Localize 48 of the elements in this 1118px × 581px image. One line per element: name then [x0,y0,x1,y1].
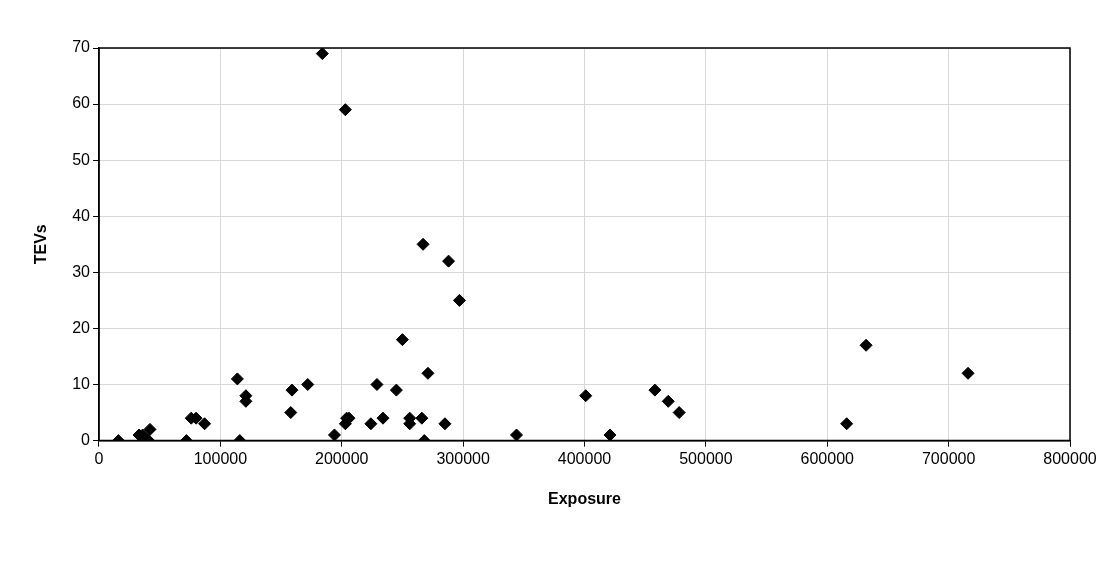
point [603,428,617,441]
y-tick-label: 40 [72,206,91,224]
y-tick-label: 0 [81,431,91,449]
y-tick-label: 10 [72,374,91,392]
point [370,378,384,392]
point [421,366,435,380]
y-tick-label: 70 [72,38,91,56]
y-tick-label: 50 [72,150,91,168]
point [338,103,352,117]
point [327,428,341,441]
x-tick-label: 700000 [921,449,976,467]
x-tick-label: 800000 [1043,449,1097,467]
y-tick-label: 30 [72,262,91,280]
point [301,378,315,392]
point [198,417,212,431]
point [510,428,524,441]
x-tick-label: 600000 [800,449,855,467]
x-tick-label: 0 [94,449,104,467]
point [840,417,854,431]
x-tick-label: 200000 [315,449,369,467]
point [143,422,157,436]
y-axis-title: TEVs [32,224,50,265]
point [438,417,452,431]
x-tick-label: 300000 [436,449,490,467]
y-tick-label: 60 [72,94,91,112]
x-tick-label: 500000 [679,449,733,467]
point [661,394,675,408]
point [376,411,390,425]
point [230,372,244,386]
point [284,406,298,420]
y-tick-label: 20 [72,318,91,336]
point [416,237,430,251]
x-tick-label: 100000 [193,449,248,467]
point [859,338,873,352]
x-axis-title: Exposure [548,489,622,507]
point [452,293,466,307]
point [672,406,686,420]
point [415,411,429,425]
x-tick-label: 400000 [557,449,612,467]
point [315,48,329,61]
point [442,254,456,268]
point [648,383,662,397]
point [364,417,378,431]
point [285,383,299,397]
point [579,389,593,403]
point [389,383,403,397]
point [395,333,409,347]
point [961,366,975,380]
